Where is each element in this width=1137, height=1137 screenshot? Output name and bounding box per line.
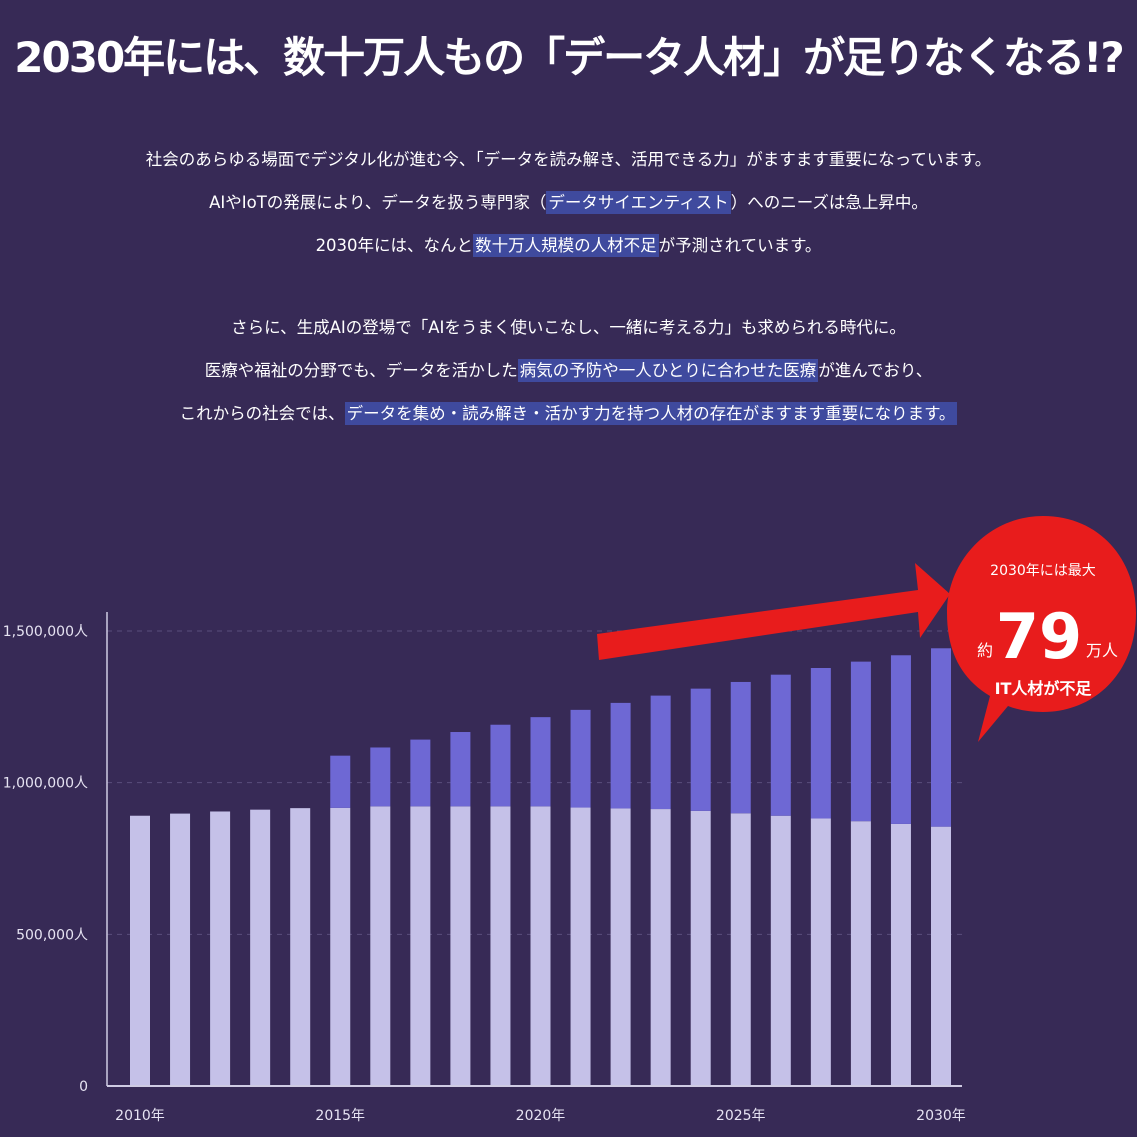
bar-shortage-2023 bbox=[650, 695, 671, 810]
x-tick-label: 2010年 bbox=[115, 1108, 165, 1124]
x-tick-label: 2020年 bbox=[516, 1108, 566, 1124]
bar-supply-2012 bbox=[210, 811, 231, 1086]
bar-shortage-2015 bbox=[330, 755, 351, 808]
bar-shortage-2024 bbox=[690, 688, 711, 811]
bar-supply-2019 bbox=[490, 806, 511, 1086]
bar-supply-2011 bbox=[170, 813, 191, 1086]
bar-supply-2029 bbox=[890, 823, 911, 1086]
text-span: 2030年には、なんと bbox=[315, 236, 474, 255]
bar-supply-2030 bbox=[931, 826, 951, 1086]
text-line: 2030年には、なんと 数十万人規模の人材不足 が予測されています。 bbox=[0, 224, 1137, 267]
bar-supply-2025 bbox=[730, 813, 751, 1086]
text-span: 医療や福祉の分野でも、データを活かした bbox=[204, 361, 518, 380]
bar-shortage-2022 bbox=[610, 702, 631, 809]
badge-prefix: 約 bbox=[977, 641, 993, 660]
x-tick-label: 2030年 bbox=[916, 1108, 966, 1124]
bar-supply-2015 bbox=[330, 807, 351, 1086]
shortage-badge: 2030年には最大 約 79 万人 IT人材が不足 bbox=[947, 516, 1136, 742]
y-tick-label: 1,500,000人 bbox=[3, 624, 88, 640]
bar-shortage-2026 bbox=[770, 674, 791, 816]
intro-paragraph: 社会のあらゆる場面でデジタル化が進む今、「データを読み解き、活用できる力」がます… bbox=[0, 138, 1137, 267]
text-span: これからの社会では、 bbox=[179, 404, 345, 423]
y-tick-label: 0 bbox=[79, 1079, 88, 1095]
highlighted-text: 病気の予防や一人ひとりに合わせた医療 bbox=[517, 359, 819, 382]
growth-arrow bbox=[597, 563, 950, 660]
bar-supply-2018 bbox=[450, 806, 471, 1086]
badge-number: 79 bbox=[996, 600, 1082, 673]
bar-shortage-2021 bbox=[570, 709, 591, 808]
y-tick-label: 500,000人 bbox=[16, 927, 88, 943]
text-span: が予測されています。 bbox=[658, 236, 822, 255]
badge-line3: IT人材が不足 bbox=[995, 679, 1093, 698]
bar-shortage-2016 bbox=[370, 747, 391, 807]
bar-supply-2021 bbox=[570, 807, 591, 1086]
bar-supply-2017 bbox=[410, 806, 431, 1086]
bar-supply-2020 bbox=[530, 806, 551, 1086]
bar-shortage-2019 bbox=[490, 724, 511, 807]
text-line: AIやIoTの発展により、データを扱う専門家（ データサイエンティスト ）へのニーズ… bbox=[0, 181, 1137, 224]
badge-line1: 2030年には最大 bbox=[990, 563, 1096, 579]
badge-suffix: 万人 bbox=[1086, 641, 1118, 660]
highlighted-text: データサイエンティスト bbox=[546, 191, 731, 214]
text-span: が進んでおり、 bbox=[818, 361, 933, 380]
text-line: これからの社会では、 データを集め・読み解き・活かす力を持つ人材の存在がますます重… bbox=[0, 392, 1137, 435]
bar-shortage-2025 bbox=[730, 681, 751, 814]
highlighted-text: データを集め・読み解き・活かす力を持つ人材の存在がますます重要になります。 bbox=[344, 402, 958, 425]
bar-supply-2024 bbox=[690, 810, 711, 1086]
bar-shortage-2028 bbox=[850, 661, 871, 822]
text-span: 社会のあらゆる場面でデジタル化が進む今、「データを読み解き、活用できる力」がます… bbox=[145, 150, 992, 169]
text-span: ）へのニーズは急上昇中。 bbox=[730, 193, 928, 212]
bar-shortage-2029 bbox=[890, 655, 911, 824]
bar-supply-2016 bbox=[370, 806, 391, 1086]
text-line: 社会のあらゆる場面でデジタル化が進む今、「データを読み解き、活用できる力」がます… bbox=[0, 138, 1137, 181]
bar-supply-2023 bbox=[650, 809, 671, 1086]
page-title: 2030年には、数十万人もの「データ人材」が足りなくなる!? bbox=[14, 33, 1124, 82]
bar-supply-2028 bbox=[850, 821, 871, 1086]
bar-supply-2010 bbox=[130, 815, 150, 1086]
bar-shortage-2027 bbox=[810, 668, 831, 819]
bar-supply-2022 bbox=[610, 808, 631, 1086]
bar-supply-2027 bbox=[810, 818, 831, 1086]
ai-paragraph: さらに、生成AIの登場で「AIをうまく使いこなし、一緒に考える力」も求められる時… bbox=[0, 306, 1137, 435]
bar-supply-2026 bbox=[770, 815, 791, 1086]
x-tick-label: 2025年 bbox=[716, 1108, 766, 1124]
bar-supply-2014 bbox=[290, 808, 311, 1086]
text-line: さらに、生成AIの登場で「AIをうまく使いこなし、一緒に考える力」も求められる時… bbox=[0, 306, 1137, 349]
bar-shortage-2020 bbox=[530, 717, 551, 807]
it-shortage-chart: 0 500,000人 1,000,000人 1,500,000人 2010年 2015年… bbox=[3, 516, 1136, 1124]
bar-shortage-2018 bbox=[450, 732, 471, 807]
bar-shortage-2017 bbox=[410, 739, 431, 807]
x-tick-label: 2015年 bbox=[315, 1108, 365, 1124]
text-line: 医療や福祉の分野でも、データを活かした 病気の予防や一人ひとりに合わせた医療 が進ん… bbox=[0, 349, 1137, 392]
y-tick-label: 1,000,000人 bbox=[3, 776, 88, 792]
highlighted-text: 数十万人規模の人材不足 bbox=[473, 234, 659, 257]
text-span: さらに、生成AIの登場で「AIをうまく使いこなし、一緒に考える力」も求められる時… bbox=[231, 318, 906, 337]
bar-supply-2013 bbox=[250, 809, 271, 1086]
bar-shortage-2030 bbox=[931, 648, 951, 827]
text-span: AIやIoTの発展により、データを扱う専門家（ bbox=[209, 193, 547, 212]
badge-bubble bbox=[947, 516, 1136, 742]
